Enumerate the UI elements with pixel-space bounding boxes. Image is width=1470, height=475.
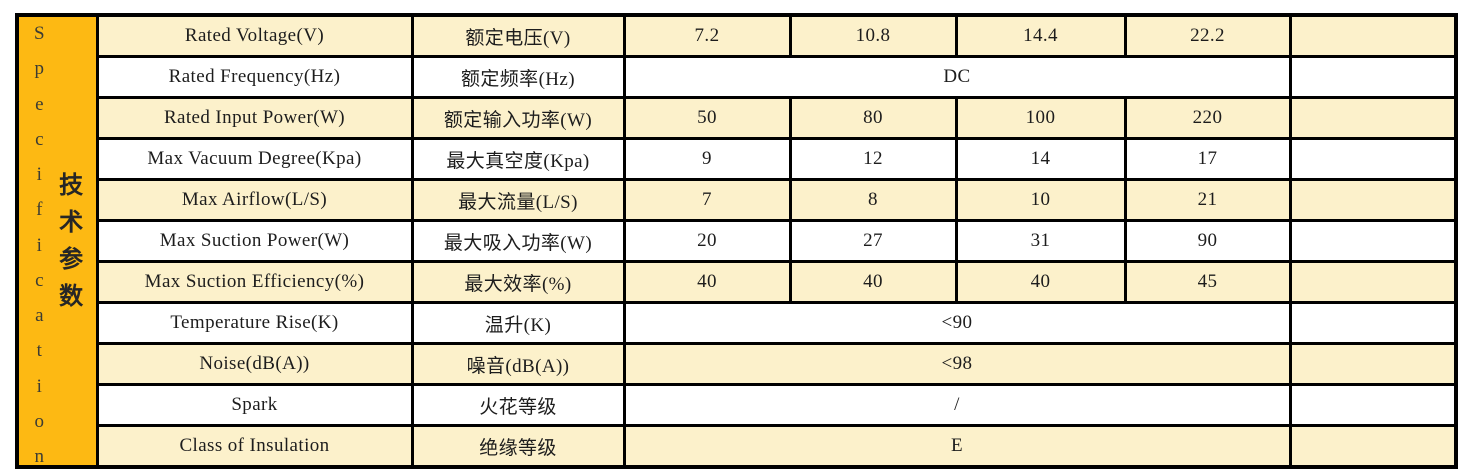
empty-cell xyxy=(1288,342,1458,386)
row-label-en: Class of Insulation xyxy=(95,424,414,469)
value-cell: 40 xyxy=(788,260,958,304)
value-cell: 220 xyxy=(1123,96,1292,140)
value-cell: 8 xyxy=(788,178,958,222)
table-row: Max Vacuum Degree(Kpa) 最大真空度(Kpa) 9 12 1… xyxy=(17,137,1458,181)
row-label-en: Max Suction Efficiency(%) xyxy=(95,260,414,304)
value-cell: 50 xyxy=(622,96,792,140)
row-label-en: Noise(dB(A)) xyxy=(95,342,414,386)
vertical-char: t xyxy=(36,340,43,362)
value-cell-span: <90 xyxy=(622,301,1292,345)
vertical-char: 数 xyxy=(59,283,84,310)
empty-cell xyxy=(1288,178,1458,222)
value-cell: 7.2 xyxy=(622,13,792,58)
table-row: Class of Insulation 绝缘等级 E xyxy=(17,424,1458,469)
value-cell: 10.8 xyxy=(788,13,958,58)
row-label-en: Temperature Rise(K) xyxy=(95,301,414,345)
value-cell-span: DC xyxy=(622,55,1292,99)
row-label-zh: 最大效率(%) xyxy=(410,260,626,304)
value-cell: 12 xyxy=(788,137,958,181)
empty-cell xyxy=(1288,13,1458,58)
vertical-char: c xyxy=(35,128,44,150)
row-label-en: Rated Input Power(W) xyxy=(95,96,414,140)
vertical-label-technical-parameters: 技术参数 xyxy=(59,20,83,462)
table-row: Max Airflow(L/S) 最大流量(L/S) 7 8 10 21 xyxy=(17,178,1458,222)
value-cell-span: <98 xyxy=(622,342,1292,386)
row-label-en: Max Vacuum Degree(Kpa) xyxy=(95,137,414,181)
empty-cell xyxy=(1288,383,1458,427)
value-cell: 14.4 xyxy=(954,13,1127,58)
row-label-zh: 噪音(dB(A)) xyxy=(410,342,626,386)
table-row: Rated Frequency(Hz) 额定频率(Hz) DC xyxy=(17,55,1458,99)
vertical-char: i xyxy=(36,164,43,185)
table-row: Max Suction Efficiency(%) 最大效率(%) 40 40 … xyxy=(17,260,1458,304)
vertical-char: a xyxy=(35,305,44,326)
value-cell: 20 xyxy=(622,219,792,263)
value-cell: 40 xyxy=(622,260,792,304)
value-cell: 9 xyxy=(622,137,792,181)
row-label-en: Rated Frequency(Hz) xyxy=(95,55,414,99)
vertical-char: c xyxy=(35,269,44,291)
vertical-char: 术 xyxy=(59,209,84,236)
vertical-char: S xyxy=(34,23,45,44)
value-cell-span: E xyxy=(622,424,1292,469)
row-label-zh: 额定频率(Hz) xyxy=(410,55,626,99)
value-cell: 100 xyxy=(954,96,1127,140)
value-cell: 21 xyxy=(1123,178,1292,222)
vertical-char: i xyxy=(36,375,43,397)
row-label-zh: 温升(K) xyxy=(410,301,626,345)
value-cell: 80 xyxy=(788,96,958,140)
value-cell: 7 xyxy=(622,178,792,222)
table-row: Noise(dB(A)) 噪音(dB(A)) <98 xyxy=(17,342,1458,386)
value-cell: 27 xyxy=(788,219,958,263)
row-label-zh: 额定输入功率(W) xyxy=(410,96,626,140)
empty-cell xyxy=(1288,219,1458,263)
vertical-char: n xyxy=(34,446,45,467)
row-label-zh: 额定电压(V) xyxy=(410,13,626,58)
table-row: Spark 火花等级 / xyxy=(17,383,1458,427)
table-row: Rated Input Power(W) 额定输入功率(W) 50 80 100… xyxy=(17,96,1458,140)
row-label-zh: 火花等级 xyxy=(410,383,626,427)
vertical-char: e xyxy=(35,93,44,115)
empty-cell xyxy=(1288,55,1458,99)
table-row: Max Suction Power(W) 最大吸入功率(W) 20 27 31 … xyxy=(17,219,1458,263)
value-cell: 17 xyxy=(1123,137,1292,181)
row-label-en: Max Airflow(L/S) xyxy=(95,178,414,222)
empty-cell xyxy=(1288,424,1458,469)
row-label-en: Spark xyxy=(95,383,414,427)
vertical-char: p xyxy=(34,58,45,80)
value-cell: 22.2 xyxy=(1123,13,1292,58)
vertical-char: 技 xyxy=(59,172,84,199)
row-label-zh: 绝缘等级 xyxy=(410,424,626,469)
empty-cell xyxy=(1288,96,1458,140)
vertical-char: o xyxy=(34,410,45,432)
vertical-char: 参 xyxy=(59,246,84,273)
value-cell: 31 xyxy=(954,219,1127,263)
row-label-zh: 最大吸入功率(W) xyxy=(410,219,626,263)
value-cell-span: / xyxy=(622,383,1292,427)
value-cell: 14 xyxy=(954,137,1127,181)
value-cell: 10 xyxy=(954,178,1127,222)
row-label-zh: 最大流量(L/S) xyxy=(410,178,626,222)
empty-cell xyxy=(1288,301,1458,345)
value-cell: 40 xyxy=(954,260,1127,304)
row-label-en: Max Suction Power(W) xyxy=(95,219,414,263)
row-label-zh: 最大真空度(Kpa) xyxy=(410,137,626,181)
row-label-en: Rated Voltage(V) xyxy=(95,13,414,58)
empty-cell xyxy=(1288,137,1458,181)
vertical-char: i xyxy=(36,234,43,256)
value-cell: 45 xyxy=(1123,260,1292,304)
table-row: Temperature Rise(K) 温升(K) <90 xyxy=(17,301,1458,345)
empty-cell xyxy=(1288,260,1458,304)
value-cell: 90 xyxy=(1123,219,1292,263)
vertical-char: f xyxy=(36,199,43,221)
